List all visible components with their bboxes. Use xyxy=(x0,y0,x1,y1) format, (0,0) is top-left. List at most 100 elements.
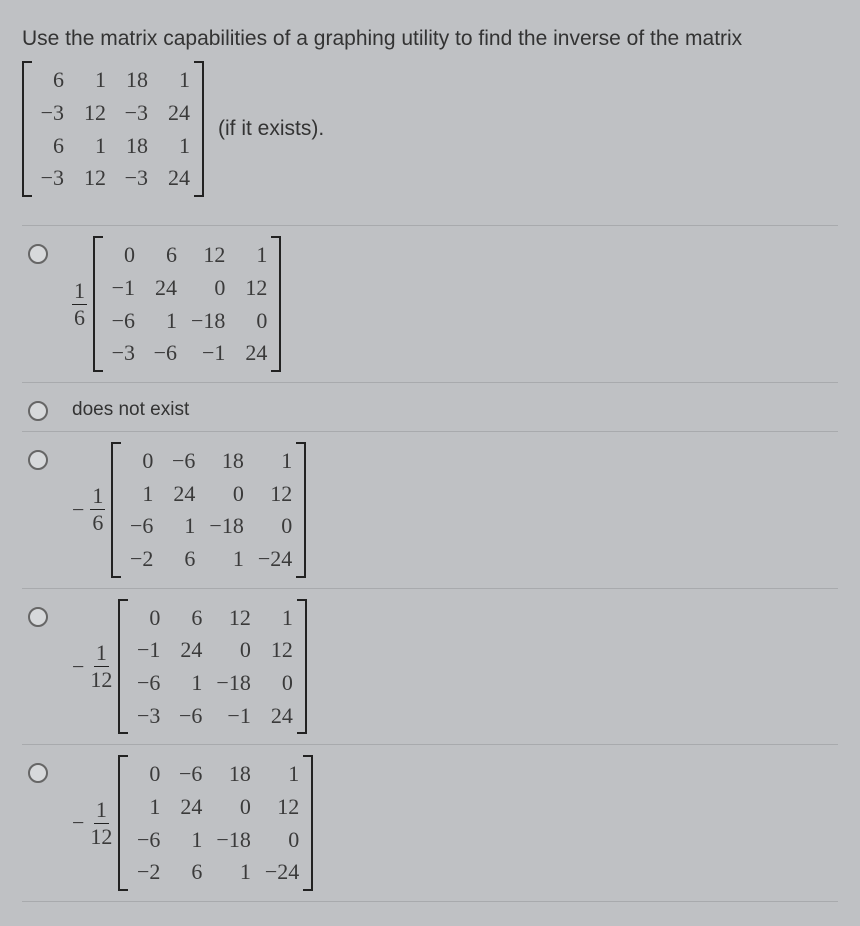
matrix-cell: −6 xyxy=(167,446,195,476)
answer-options: 1606121−124012−61−180−3−6−124does not ex… xyxy=(22,225,838,902)
matrix-cell: −24 xyxy=(258,544,292,574)
matrix-cell: 1 xyxy=(258,446,292,476)
matrix-cell: 0 xyxy=(132,603,160,633)
matrix-cell: 1 xyxy=(265,603,293,633)
matrix-cell: −3 xyxy=(107,338,135,368)
option-matrix: 0−6181124012−61−180−261−24 xyxy=(118,755,313,891)
answer-option[interactable]: 1606121−124012−61−180−3−6−124 xyxy=(22,225,838,382)
matrix-cell: 24 xyxy=(167,479,195,509)
matrix-cell: 1 xyxy=(265,759,299,789)
matrix-cell: −3 xyxy=(120,98,148,128)
answer-option[interactable]: does not exist xyxy=(22,382,838,431)
matrix-cell: 24 xyxy=(174,635,202,665)
matrix-cell: 18 xyxy=(120,65,148,95)
radio-button[interactable] xyxy=(28,244,48,264)
matrix-cell: 0 xyxy=(265,668,293,698)
fraction-denominator: 6 xyxy=(92,510,103,534)
matrix-cell: 0 xyxy=(125,446,153,476)
matrix-cell: 6 xyxy=(36,65,64,95)
matrix-cell: 1 xyxy=(239,240,267,270)
matrix-cell: 12 xyxy=(265,792,299,822)
matrix-cell: 6 xyxy=(36,131,64,161)
matrix-cell: 0 xyxy=(216,635,250,665)
question-text: Use the matrix capabilities of a graphin… xyxy=(22,24,838,53)
question-matrix-row: 61181−312−32461181−312−324 (if it exists… xyxy=(22,61,838,197)
fraction-numerator: 1 xyxy=(90,485,105,510)
matrix-cell: −6 xyxy=(132,668,160,698)
option-body: −11206121−124012−61−180−3−6−124 xyxy=(72,599,307,735)
fraction-numerator: 1 xyxy=(94,799,109,824)
option-body: −1120−6181124012−61−180−261−24 xyxy=(72,755,313,891)
matrix-cell: 0 xyxy=(107,240,135,270)
matrix-cell: 6 xyxy=(167,544,195,574)
matrix-cell: 12 xyxy=(265,635,293,665)
matrix-cell: 24 xyxy=(162,98,190,128)
fraction-denominator: 12 xyxy=(90,824,112,848)
answer-option[interactable]: −1120−6181124012−61−180−261−24 xyxy=(22,744,838,902)
negative-sign: − xyxy=(72,810,84,836)
fraction: 16 xyxy=(90,485,105,534)
matrix-cell: 18 xyxy=(216,759,250,789)
matrix-cell: −18 xyxy=(216,668,250,698)
matrix-cell: −2 xyxy=(125,544,153,574)
matrix-cell: 24 xyxy=(149,273,177,303)
radio-button[interactable] xyxy=(28,763,48,783)
matrix-cell: 1 xyxy=(174,825,202,855)
matrix-cell: 12 xyxy=(258,479,292,509)
radio-button[interactable] xyxy=(28,607,48,627)
fraction-denominator: 6 xyxy=(74,305,85,329)
matrix-cell: 0 xyxy=(265,825,299,855)
fraction-numerator: 1 xyxy=(72,280,87,305)
option-matrix: 06121−124012−61−180−3−6−124 xyxy=(93,236,281,372)
matrix-cell: 1 xyxy=(167,511,195,541)
matrix-cell: 1 xyxy=(162,65,190,95)
fraction: 112 xyxy=(90,799,112,848)
negative-sign: − xyxy=(72,497,84,523)
matrix-cell: −1 xyxy=(191,338,225,368)
option-body: −160−6181124012−61−180−261−24 xyxy=(72,442,306,578)
answer-option[interactable]: −11206121−124012−61−180−3−6−124 xyxy=(22,588,838,745)
matrix-cell: 0 xyxy=(132,759,160,789)
answer-option[interactable]: −160−6181124012−61−180−261−24 xyxy=(22,431,838,588)
matrix-cell: 1 xyxy=(149,306,177,336)
option-matrix: 06121−124012−61−180−3−6−124 xyxy=(118,599,306,735)
matrix-cell: −18 xyxy=(191,306,225,336)
matrix-cell: 6 xyxy=(174,857,202,887)
matrix-cell: 0 xyxy=(191,273,225,303)
matrix-cell: 6 xyxy=(149,240,177,270)
matrix-cell: 0 xyxy=(239,306,267,336)
matrix-cell: 1 xyxy=(78,131,106,161)
input-matrix: 61181−312−32461181−312−324 xyxy=(22,61,204,197)
option-matrix: 0−6181124012−61−180−261−24 xyxy=(111,442,306,578)
matrix-cell: −1 xyxy=(216,701,250,731)
if-exists-text: (if it exists). xyxy=(218,117,324,141)
radio-button[interactable] xyxy=(28,450,48,470)
matrix-cell: 12 xyxy=(191,240,225,270)
matrix-cell: −2 xyxy=(132,857,160,887)
matrix-cell: −24 xyxy=(265,857,299,887)
matrix-cell: −6 xyxy=(125,511,153,541)
matrix-cell: 24 xyxy=(239,338,267,368)
matrix-cell: 6 xyxy=(174,603,202,633)
matrix-cell: −1 xyxy=(132,635,160,665)
matrix-cell: −1 xyxy=(107,273,135,303)
negative-sign: − xyxy=(72,654,84,680)
matrix-cell: −6 xyxy=(132,825,160,855)
question-page: Use the matrix capabilities of a graphin… xyxy=(0,0,860,926)
matrix-cell: 24 xyxy=(174,792,202,822)
matrix-cell: 24 xyxy=(162,163,190,193)
matrix-cell: −6 xyxy=(107,306,135,336)
matrix-cell: −18 xyxy=(216,825,250,855)
matrix-cell: −18 xyxy=(209,511,243,541)
matrix-cell: 12 xyxy=(78,163,106,193)
matrix-cell: 0 xyxy=(258,511,292,541)
matrix-cell: 12 xyxy=(216,603,250,633)
matrix-cell: 12 xyxy=(239,273,267,303)
matrix-cell: 1 xyxy=(216,857,250,887)
matrix-cell: 1 xyxy=(174,668,202,698)
matrix-cell: −3 xyxy=(36,163,64,193)
matrix-cell: −6 xyxy=(174,701,202,731)
radio-button[interactable] xyxy=(28,401,48,421)
option-text: does not exist xyxy=(72,393,189,421)
matrix-cell: −6 xyxy=(149,338,177,368)
